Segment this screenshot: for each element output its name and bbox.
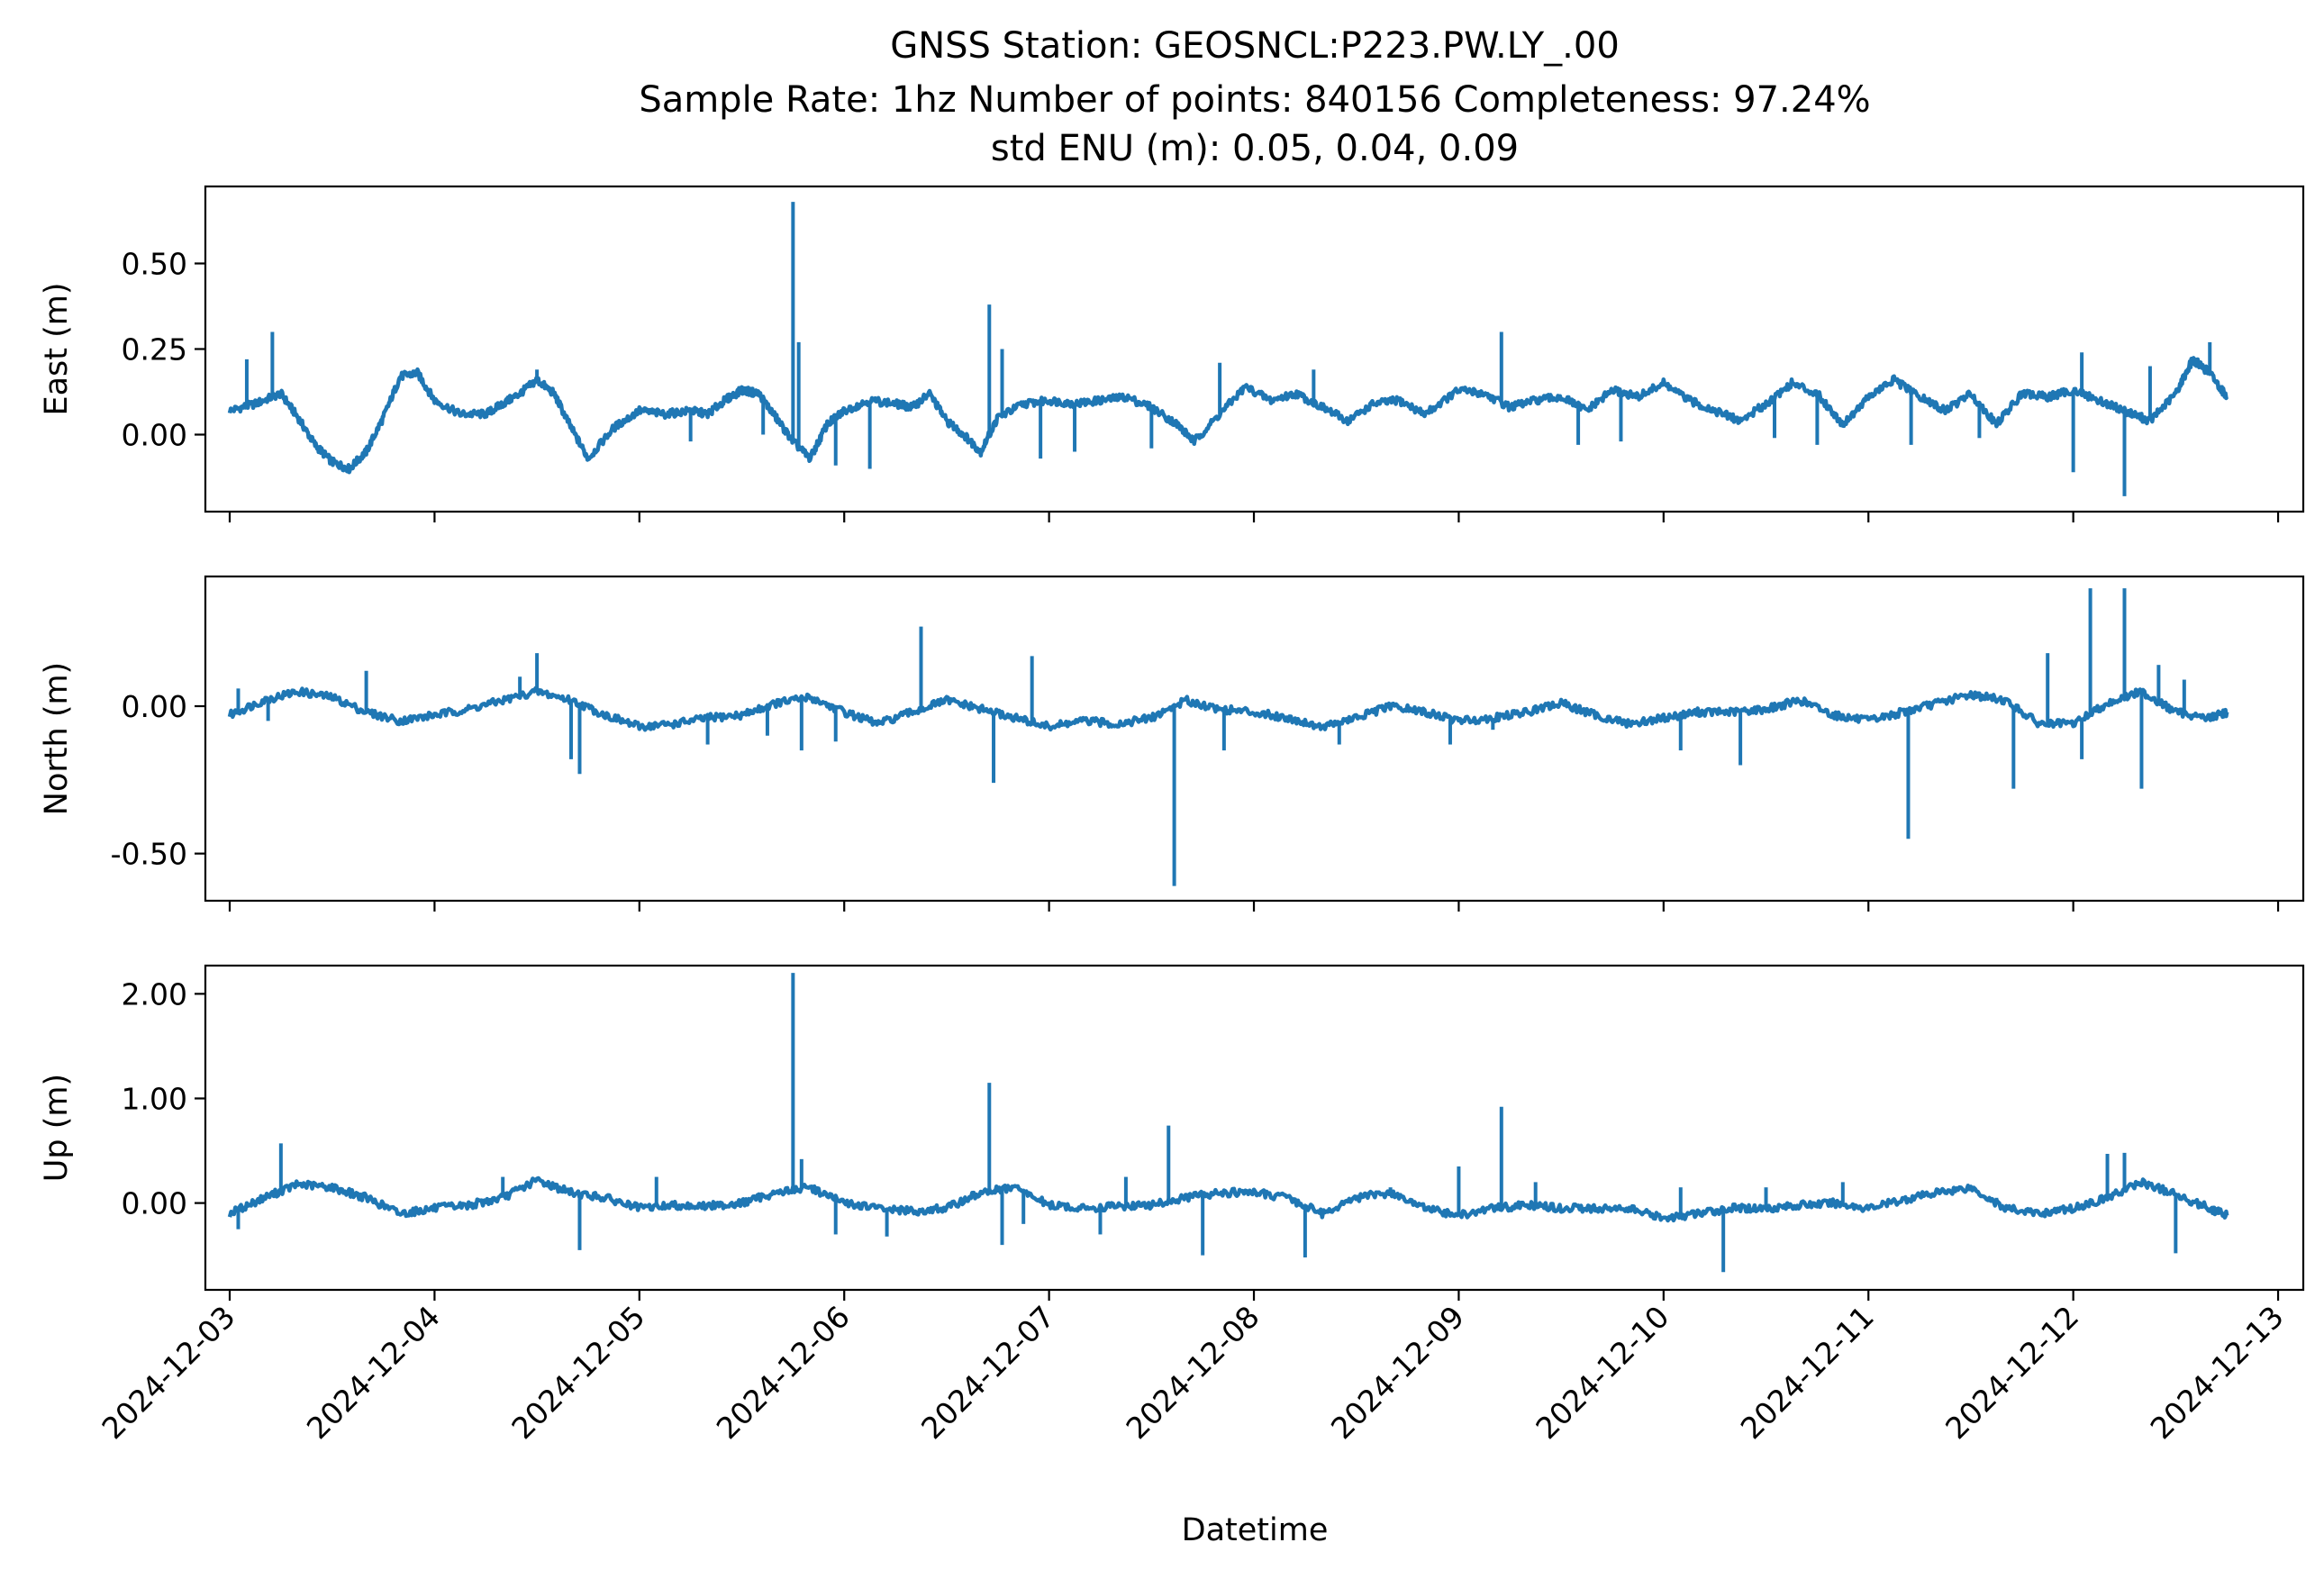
- panel-frame: [204, 185, 2305, 513]
- x-tick-label: 2024-12-06: [710, 1299, 857, 1446]
- x-tick-label: 2024-12-12: [1938, 1299, 2085, 1446]
- y-axis-label: North (m): [39, 662, 75, 815]
- x-tick-label: 2024-12-11: [1734, 1299, 1881, 1446]
- figure-title-line-1: GNSS Station: GEOSNCL:P223.PW.LY_.00: [890, 25, 1620, 67]
- x-tick-label: 2024-12-03: [95, 1299, 241, 1446]
- y-axis-label: East (m): [39, 282, 75, 415]
- x-tick-label: 2024-12-05: [504, 1299, 651, 1446]
- series-line: [227, 1175, 2229, 1223]
- x-tick-label: 2024-12-13: [2144, 1299, 2291, 1446]
- y-tick-label: -0.50: [111, 837, 187, 872]
- panel-frame: [204, 964, 2305, 1292]
- series-line: [227, 685, 2229, 732]
- x-tick-label: 2024-12-08: [1119, 1299, 1266, 1446]
- figure-title-line-3: std ENU (m): 0.05, 0.04, 0.09: [991, 128, 1519, 169]
- y-tick-label: 2.00: [122, 976, 187, 1012]
- x-tick-label: 2024-12-09: [1324, 1299, 1471, 1446]
- x-tick-label: 2024-12-07: [914, 1299, 1061, 1446]
- x-tick-label: 2024-12-04: [300, 1299, 447, 1446]
- y-tick-label: 0.00: [122, 689, 187, 724]
- y-tick-label: 0.00: [122, 1186, 187, 1221]
- x-axis-label: Datetime: [1182, 1512, 1329, 1548]
- panel-2: 0.00 -0.50 North (m): [39, 575, 2305, 912]
- y-tick-label: 0.25: [122, 332, 187, 368]
- panel-1: 0.00 0.25 0.50 East (m): [39, 185, 2305, 522]
- y-tick-label: 0.00: [122, 418, 187, 453]
- x-tick-label: 2024-12-10: [1529, 1299, 1675, 1446]
- y-axis-label: Up (m): [39, 1074, 75, 1182]
- figure-title-line-2: Sample Rate: 1hz Number of points: 84015…: [639, 79, 1870, 121]
- panel-3: 0.00 1.00 2.00 Up (m) 2024-12-03 2024-12-04 20…: [39, 964, 2305, 1446]
- y-tick-label: 0.50: [122, 247, 187, 282]
- y-tick-label: 1.00: [122, 1081, 187, 1116]
- series-line: [227, 356, 2229, 475]
- panel-frame: [204, 575, 2305, 903]
